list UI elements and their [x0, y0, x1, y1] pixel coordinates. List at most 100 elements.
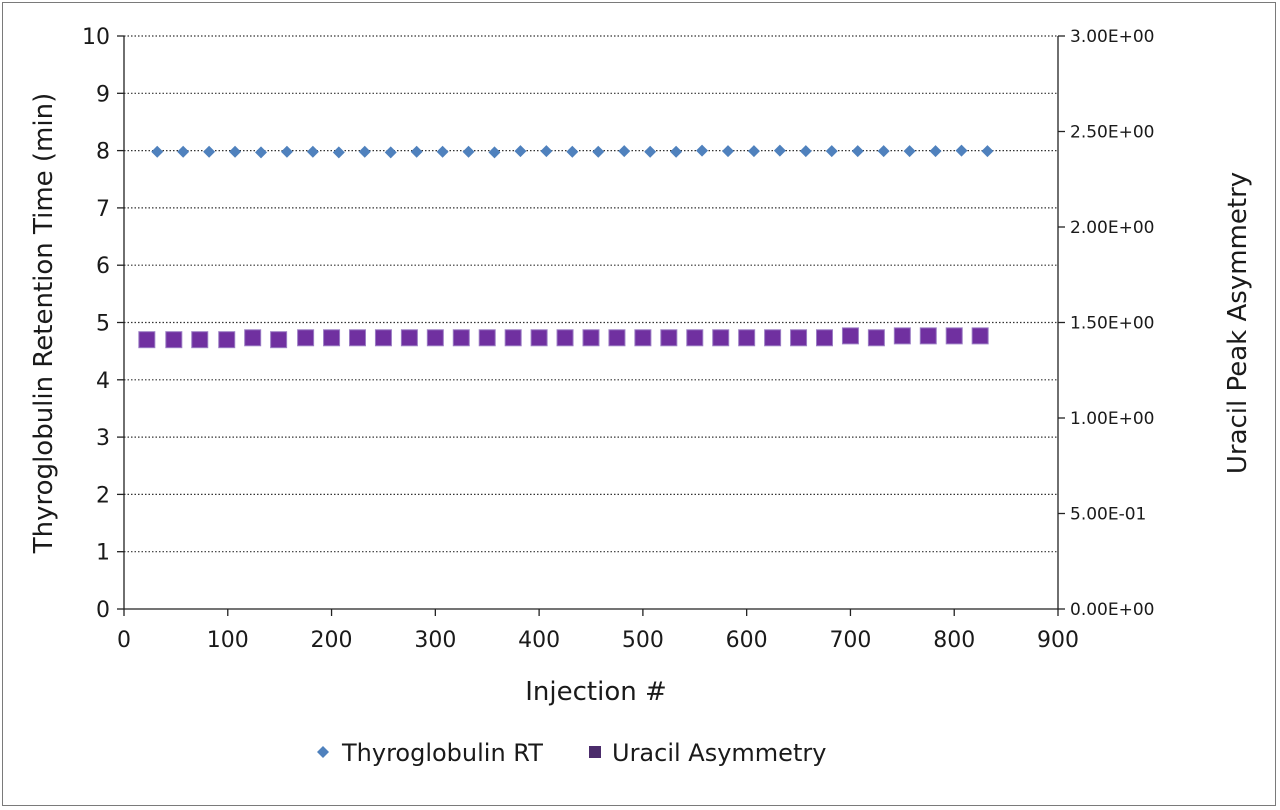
x-tick-label: 600: [726, 628, 768, 653]
x-tick-label: 400: [518, 628, 560, 653]
data-point-uracil: [608, 329, 626, 347]
data-point-uracil: [323, 329, 341, 347]
x-tick-label: 0: [117, 628, 131, 653]
data-point-thyroglobulin: [151, 145, 164, 158]
data-point-uracil: [841, 327, 859, 345]
data-point-uracil: [582, 329, 600, 347]
data-point-thyroglobulin: [773, 144, 786, 157]
data-point-thyroglobulin: [462, 145, 475, 158]
x-tick-label: 300: [414, 628, 456, 653]
data-point-uracil: [478, 329, 496, 347]
data-point-uracil: [738, 329, 756, 347]
data-point-uracil: [374, 329, 392, 347]
y2-tick-label: 2.00E+00: [1070, 218, 1154, 238]
data-point-uracil: [660, 329, 678, 347]
y2-tick-label: 1.50E+00: [1070, 314, 1154, 334]
y-tick-label: 8: [96, 140, 110, 165]
x-tick-label: 500: [622, 628, 664, 653]
legend: Thyroglobulin RT Uracil Asymmetry: [317, 739, 826, 767]
data-point-thyroglobulin: [851, 145, 864, 158]
data-point-thyroglobulin: [514, 145, 527, 158]
data-point-uracil: [867, 329, 885, 347]
data-point-uracil: [919, 327, 937, 345]
data-point-thyroglobulin: [540, 145, 553, 158]
data-point-uracil: [945, 327, 963, 345]
data-point-uracil: [764, 329, 782, 347]
data-point-thyroglobulin: [696, 144, 709, 157]
x-tick-label: 900: [1037, 628, 1079, 653]
data-point-thyroglobulin: [358, 145, 371, 158]
legend-label-thyroglobulin: Thyroglobulin RT: [341, 739, 543, 767]
data-point-thyroglobulin: [825, 145, 838, 158]
y-tick-label: 2: [96, 483, 110, 508]
data-point-thyroglobulin: [488, 146, 501, 159]
data-point-thyroglobulin: [618, 145, 631, 158]
legend-square-marker: [589, 746, 601, 758]
y-tick-label: 3: [96, 426, 110, 451]
data-point-uracil: [138, 331, 156, 349]
data-point-uracil: [790, 329, 808, 347]
data-point-thyroglobulin: [203, 145, 216, 158]
ticks-layer: 0 1 2 3 4 5 6 7 8 9 10 0.00E+00 5.00E-01 1.00E+00 1.50…: [82, 25, 1154, 653]
legend-item-uracil: Uracil Asymmetry: [589, 739, 826, 767]
legend-item-thyroglobulin: Thyroglobulin RT: [317, 739, 543, 767]
x-tick-label: 100: [207, 628, 249, 653]
data-point-uracil: [504, 329, 522, 347]
y2-axis-title: Uracil Peak Asymmetry: [1223, 172, 1253, 474]
data-point-thyroglobulin: [955, 144, 968, 157]
data-point-uracil: [400, 329, 418, 347]
data-point-thyroglobulin: [177, 145, 190, 158]
data-point-uracil: [893, 327, 911, 345]
data-point-uracil: [816, 329, 833, 347]
data-point-uracil: [686, 329, 704, 347]
data-point-uracil: [971, 327, 989, 345]
data-point-uracil: [165, 331, 183, 349]
data-point-uracil: [556, 329, 574, 347]
y-tick-label: 6: [96, 254, 110, 279]
data-point-uracil: [634, 329, 652, 347]
y-tick-label: 9: [96, 82, 110, 107]
data-point-uracil: [452, 329, 470, 347]
x-tick-label: 200: [311, 628, 353, 653]
data-point-uracil: [270, 331, 288, 349]
y-tick-label: 10: [82, 25, 110, 50]
series-layer: [138, 144, 994, 349]
data-point-thyroglobulin: [929, 145, 942, 158]
data-point-thyroglobulin: [384, 146, 397, 159]
y2-tick-label: 1.00E+00: [1070, 409, 1154, 429]
y-tick-label: 1: [96, 541, 110, 566]
y2-tick-label: 2.50E+00: [1070, 123, 1154, 143]
data-point-thyroglobulin: [229, 145, 242, 158]
data-point-thyroglobulin: [981, 145, 994, 158]
data-point-uracil: [297, 329, 315, 347]
y-axis-title: Thyroglobulin Retention Time (min): [29, 93, 59, 554]
legend-diamond-marker: [317, 746, 329, 758]
data-point-thyroglobulin: [721, 145, 734, 158]
data-point-thyroglobulin: [747, 145, 760, 158]
data-point-thyroglobulin: [877, 145, 890, 158]
y2-tick-label: 0.00E+00: [1070, 600, 1154, 620]
data-point-thyroglobulin: [903, 145, 916, 158]
data-point-thyroglobulin: [280, 145, 293, 158]
x-tick-label: 700: [829, 628, 871, 653]
grid-layer: [124, 35, 1058, 553]
data-point-uracil: [244, 329, 262, 347]
x-tick-label: 800: [933, 628, 975, 653]
y-tick-label: 7: [96, 197, 110, 222]
data-point-uracil: [530, 329, 548, 347]
y2-tick-label: 3.00E+00: [1070, 27, 1154, 47]
data-point-thyroglobulin: [566, 145, 579, 158]
data-point-uracil: [426, 329, 444, 347]
data-point-thyroglobulin: [799, 145, 812, 158]
data-point-uracil: [191, 331, 209, 349]
y-tick-label: 4: [96, 369, 110, 394]
data-point-thyroglobulin: [592, 145, 605, 158]
data-point-thyroglobulin: [436, 145, 449, 158]
legend-label-uracil: Uracil Asymmetry: [612, 739, 826, 767]
data-point-thyroglobulin: [332, 146, 345, 159]
data-point-uracil: [712, 329, 730, 347]
data-point-uracil: [349, 329, 366, 347]
x-axis-title: Injection #: [525, 677, 667, 707]
